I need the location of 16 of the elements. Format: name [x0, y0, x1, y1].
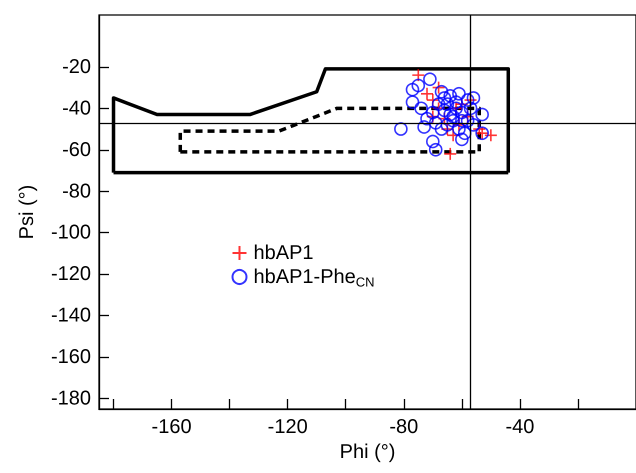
y-tick-label: -100	[50, 222, 91, 244]
y-tick-label: -20	[62, 56, 91, 78]
y-tick-label: -160	[50, 346, 91, 368]
y-tick-label: -80	[62, 180, 91, 202]
x-tick-label: -40	[505, 416, 534, 438]
x-tick-label: -120	[268, 416, 308, 438]
y-tick-label: -40	[62, 97, 91, 120]
x-tick-label: -80	[389, 416, 418, 438]
y-tick-label: -120	[50, 263, 91, 286]
x-tick-label: -160	[152, 416, 192, 438]
y-tick-label: -60	[62, 138, 91, 161]
x-axis-title: Phi (°)	[340, 440, 396, 463]
y-tick-label: -180	[50, 388, 91, 410]
legend-label: hbAP1	[254, 242, 314, 264]
y-tick-label: -140	[50, 304, 91, 327]
y-axis-title: Psi (°)	[16, 184, 38, 240]
